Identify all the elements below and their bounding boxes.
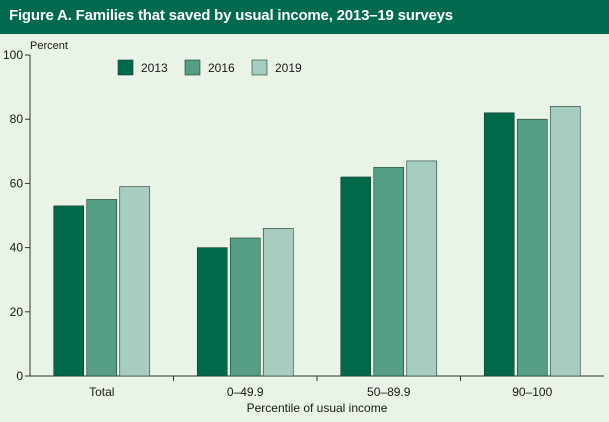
bar-2013-0 [53, 205, 85, 377]
bar-2013-3 [483, 112, 515, 377]
bar-2016-2 [373, 167, 405, 377]
chart-legend: 2013 2016 2019 [117, 59, 302, 76]
x-tick-label: 0–49.9 [227, 385, 264, 399]
y-tick-label: 100 [3, 48, 23, 62]
legend-label-2019: 2019 [275, 61, 302, 75]
chart-axes: 0 20 40 60 80 100 Total 0–49.9 50–89.9 90–100 [3, 48, 604, 399]
chart-header: Figure A. Families that saved by usual i… [0, 0, 609, 34]
bar-2019-0 [119, 186, 151, 377]
bar-2019-3 [549, 106, 581, 377]
x-axis-label: Percentile of usual income [247, 401, 388, 415]
x-tick-label: Total [89, 385, 114, 399]
bar-2013-1 [196, 247, 228, 377]
legend-swatch-2016 [184, 59, 201, 76]
bar-2013-2 [340, 176, 372, 377]
bar-2016-0 [86, 199, 118, 377]
y-tick-label: 80 [10, 112, 24, 126]
legend-swatch-2019 [251, 59, 268, 76]
bar-2019-2 [406, 160, 438, 377]
chart-bars [53, 106, 581, 377]
bar-2016-1 [229, 237, 261, 377]
y-tick-label: 20 [10, 305, 24, 319]
bar-2019-1 [262, 228, 294, 377]
y-tick-label: 40 [10, 241, 24, 255]
x-tick-label: 90–100 [512, 385, 552, 399]
legend-label-2016: 2016 [208, 61, 235, 75]
legend-swatch-2013 [117, 59, 134, 76]
y-tick-label: 0 [16, 369, 23, 383]
bar-2016-3 [516, 118, 548, 377]
x-tick-label: 50–89.9 [367, 385, 411, 399]
y-axis-label: Percent [30, 40, 68, 52]
chart-title: Figure A. Families that saved by usual i… [9, 7, 453, 24]
legend-label-2013: 2013 [141, 61, 168, 75]
y-tick-label: 60 [10, 176, 24, 190]
